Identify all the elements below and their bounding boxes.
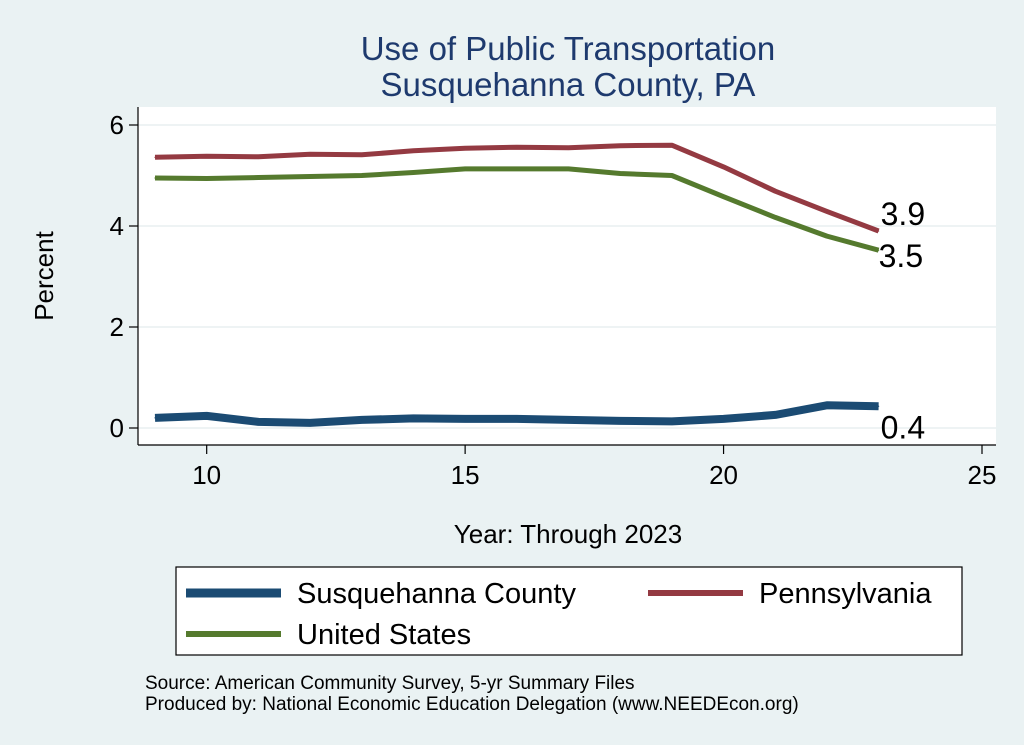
- end-label-susquehanna-county: 0.4: [881, 409, 925, 445]
- x-tick-label-20: 20: [709, 460, 738, 490]
- y-axis-label: Percent: [29, 230, 59, 320]
- data-point-susquehanna-county-10: [206, 415, 208, 417]
- series-layer: [154, 142, 880, 427]
- produced-by-note: Produced by: National Economic Education…: [145, 694, 799, 715]
- data-point-pennsylvania-19: [671, 144, 673, 146]
- chart-title: Use of Public Transportation: [361, 30, 776, 67]
- data-point-pennsylvania-23: [878, 230, 880, 232]
- data-point-pennsylvania-12: [309, 153, 311, 155]
- data-point-susquehanna-county-9: [154, 417, 156, 419]
- data-point-united-states-15: [464, 168, 466, 170]
- end-label-pennsylvania: 3.9: [881, 196, 925, 232]
- y-tick-label-6: 6: [110, 110, 124, 140]
- data-point-susquehanna-county-21: [774, 414, 776, 416]
- data-point-susquehanna-county-22: [826, 404, 828, 406]
- source-note: Source: American Community Survey, 5-yr …: [145, 673, 635, 694]
- data-point-united-states-14: [412, 171, 415, 174]
- data-point-pennsylvania-15: [464, 147, 466, 149]
- y-tick-label-4: 4: [110, 211, 124, 241]
- data-point-united-states-11: [257, 176, 259, 179]
- data-point-pennsylvania-11: [257, 156, 259, 158]
- data-point-united-states-18: [619, 172, 621, 175]
- data-point-susquehanna-county-18: [619, 420, 621, 422]
- data-point-susquehanna-county-23: [878, 405, 880, 407]
- data-point-pennsylvania-22: [826, 210, 828, 212]
- x-axis-ticks: 10 15 20 25: [192, 445, 996, 490]
- data-point-pennsylvania-18: [619, 145, 621, 147]
- data-point-pennsylvania-9: [154, 156, 156, 158]
- data-point-susquehanna-county-13: [361, 419, 363, 421]
- data-point-pennsylvania-10: [206, 155, 208, 157]
- plot-area: [138, 107, 996, 445]
- x-tick-label-25: 25: [968, 460, 997, 490]
- data-point-susquehanna-county-14: [412, 417, 415, 420]
- y-tick-label-2: 2: [110, 312, 124, 342]
- data-point-united-states-22: [826, 235, 828, 237]
- data-point-pennsylvania-21: [774, 190, 776, 192]
- data-point-united-states-23: [878, 249, 880, 251]
- legend-label-susquehanna-county: Susquehanna County: [297, 578, 576, 610]
- data-point-susquehanna-county-15: [464, 418, 466, 420]
- data-point-pennsylvania-20: [722, 166, 725, 168]
- data-point-susquehanna-county-16: [516, 418, 518, 420]
- data-point-susquehanna-county-20: [722, 418, 725, 420]
- x-tick-label-15: 15: [451, 460, 480, 490]
- end-label-united-states: 3.5: [879, 238, 923, 274]
- end-labels: 0.4 3.9 3.5: [879, 196, 925, 445]
- data-point-susquehanna-county-17: [567, 419, 570, 421]
- data-point-united-states-16: [516, 168, 518, 170]
- gridlines: [138, 124, 996, 429]
- data-point-united-states-13: [361, 174, 363, 177]
- data-point-susquehanna-county-19: [671, 420, 673, 423]
- data-point-united-states-12: [309, 175, 311, 178]
- data-point-pennsylvania-17: [567, 147, 570, 149]
- data-point-united-states-21: [774, 216, 776, 219]
- data-point-united-states-17: [567, 168, 570, 170]
- y-tick-label-0: 0: [110, 413, 124, 443]
- legend-label-united-states: United States: [297, 619, 471, 651]
- legend-label-pennsylvania: Pennsylvania: [759, 578, 932, 610]
- data-point-united-states-20: [722, 196, 725, 198]
- data-point-pennsylvania-16: [516, 146, 518, 148]
- x-tick-label-10: 10: [192, 460, 221, 490]
- data-point-pennsylvania-14: [412, 150, 415, 152]
- data-point-united-states-10: [206, 177, 208, 180]
- legend-box: [175, 566, 963, 656]
- legend: Susquehanna County Pennsylvania United Sta…: [175, 566, 963, 656]
- data-point-pennsylvania-13: [361, 154, 363, 156]
- data-point-united-states-19: [671, 174, 673, 177]
- data-point-susquehanna-county-12: [309, 422, 311, 424]
- chart-subtitle: Susquehanna County, PA: [381, 66, 756, 103]
- y-axis-ticks: 0 2 4 6: [110, 110, 138, 443]
- data-point-susquehanna-county-11: [257, 421, 259, 423]
- data-point-united-states-9: [154, 177, 156, 179]
- x-axis-label: Year: Through 2023: [454, 519, 682, 549]
